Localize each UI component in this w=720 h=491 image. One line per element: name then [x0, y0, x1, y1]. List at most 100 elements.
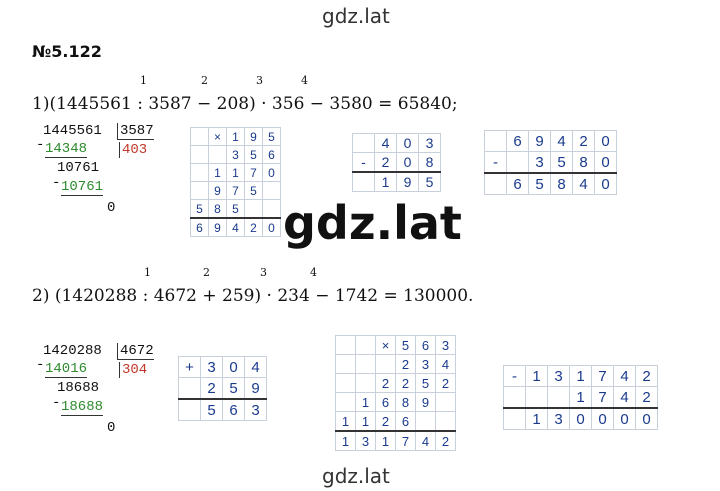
grid-cell: 3	[547, 365, 570, 387]
grid-cell	[352, 171, 375, 192]
site-footer: gdz.lat	[322, 464, 390, 488]
grid-cell	[547, 386, 570, 409]
grid-cell: 6	[375, 392, 396, 412]
divisor: 4672	[117, 343, 154, 360]
grid-cell: +	[178, 356, 201, 378]
grid-row: × 1 9 5	[190, 127, 281, 146]
grid-cell: 5	[550, 151, 573, 174]
grid-cell: 4	[435, 354, 456, 374]
grid-cell: 4	[374, 133, 397, 153]
grid-cell: 5	[418, 171, 441, 192]
grid-cell: -	[484, 151, 507, 174]
grid-cell: 2	[435, 373, 456, 393]
grid-cell: 9	[396, 171, 419, 192]
grid-cell: 0	[594, 151, 617, 174]
order-mark: 3	[256, 74, 263, 87]
grid-cell: 5	[200, 398, 223, 421]
grid-cell: 6	[506, 130, 529, 152]
quotient: 304	[119, 362, 147, 378]
grid-cell: 2	[572, 130, 595, 152]
grid-cell: 3	[415, 354, 436, 374]
grid-cell: 1	[374, 171, 397, 192]
grid-cell: 1	[226, 163, 245, 182]
minus-sign: -	[36, 357, 45, 373]
grid-cell: ×	[208, 127, 227, 146]
minus-sign: -	[52, 395, 61, 411]
grid-cell	[190, 181, 209, 200]
grid-cell: 7	[591, 365, 614, 387]
division-step: 10761	[57, 160, 100, 176]
grid-cell: 9	[244, 127, 263, 146]
grid-cell	[190, 127, 209, 146]
grid-cell	[262, 199, 281, 219]
dividend: 1445561	[43, 123, 102, 139]
division-step: 0	[107, 420, 116, 436]
grid-cell: 7	[226, 181, 245, 200]
grid-cell: 2	[375, 411, 396, 432]
grid-cell: 9	[244, 377, 267, 400]
grid-cell: 5	[528, 172, 551, 195]
grid-cell	[525, 386, 548, 409]
grid-cell: 7	[244, 163, 263, 182]
minus-sign: -	[36, 137, 45, 153]
arithmetic-grid: × 1 9 5 3 5 6 1 1 7 0 9 7 5 5 8 5 6 9 4 2 0	[190, 127, 281, 237]
grid-cell: 1	[375, 430, 396, 451]
long-division: 1445561 3587 403-14348 10761-10761 0	[35, 123, 175, 233]
grid-cell: 3	[226, 145, 245, 164]
grid-cell	[415, 411, 436, 432]
grid-cell: 6	[222, 398, 245, 421]
grid-cell: 3	[244, 398, 267, 421]
long-division: 1420288 4672 304-14016 18688-18688 0	[35, 343, 175, 453]
division-step: 18688	[57, 380, 100, 396]
grid-cell: -	[352, 152, 375, 173]
grid-cell: 8	[208, 199, 227, 219]
grid-cell: 6	[190, 217, 209, 237]
grid-cell: 1	[335, 411, 356, 432]
grid-row: × 5 6 3	[335, 335, 456, 355]
grid-cell: 1	[226, 127, 245, 146]
grid-cell: 0	[613, 407, 636, 430]
grid-cell	[484, 172, 507, 195]
grid-cell	[355, 335, 376, 355]
grid-cell	[503, 407, 526, 430]
grid-cell: 8	[418, 152, 441, 173]
grid-cell: 4	[415, 430, 436, 451]
site-header: gdz.lat	[322, 4, 390, 28]
grid-cell: 4	[572, 172, 595, 195]
grid-cell: 0	[396, 133, 419, 153]
grid-cell: 3	[435, 335, 456, 355]
grid-cell: 8	[572, 151, 595, 174]
grid-cell: 1	[525, 365, 548, 387]
grid-cell	[375, 354, 396, 374]
grid-cell	[352, 133, 375, 153]
grid-cell: 2	[374, 152, 397, 173]
grid-cell: 1	[569, 365, 592, 387]
grid-cell: 0	[222, 356, 245, 378]
grid-row: +3 0 4	[178, 356, 267, 378]
grid-cell: 1	[208, 163, 227, 182]
grid-cell: 5	[244, 181, 263, 200]
grid-cell	[335, 373, 356, 393]
expression: 2) (1420288 : 4672 + 259) · 234 − 1742 =…	[32, 286, 474, 306]
grid-cell: 0	[635, 407, 658, 430]
grid-cell	[244, 199, 263, 219]
grid-cell	[190, 163, 209, 182]
grid-cell: 2	[395, 354, 416, 374]
order-mark: 4	[301, 74, 308, 87]
grid-cell: 0	[262, 217, 281, 237]
grid-cell	[484, 130, 507, 152]
